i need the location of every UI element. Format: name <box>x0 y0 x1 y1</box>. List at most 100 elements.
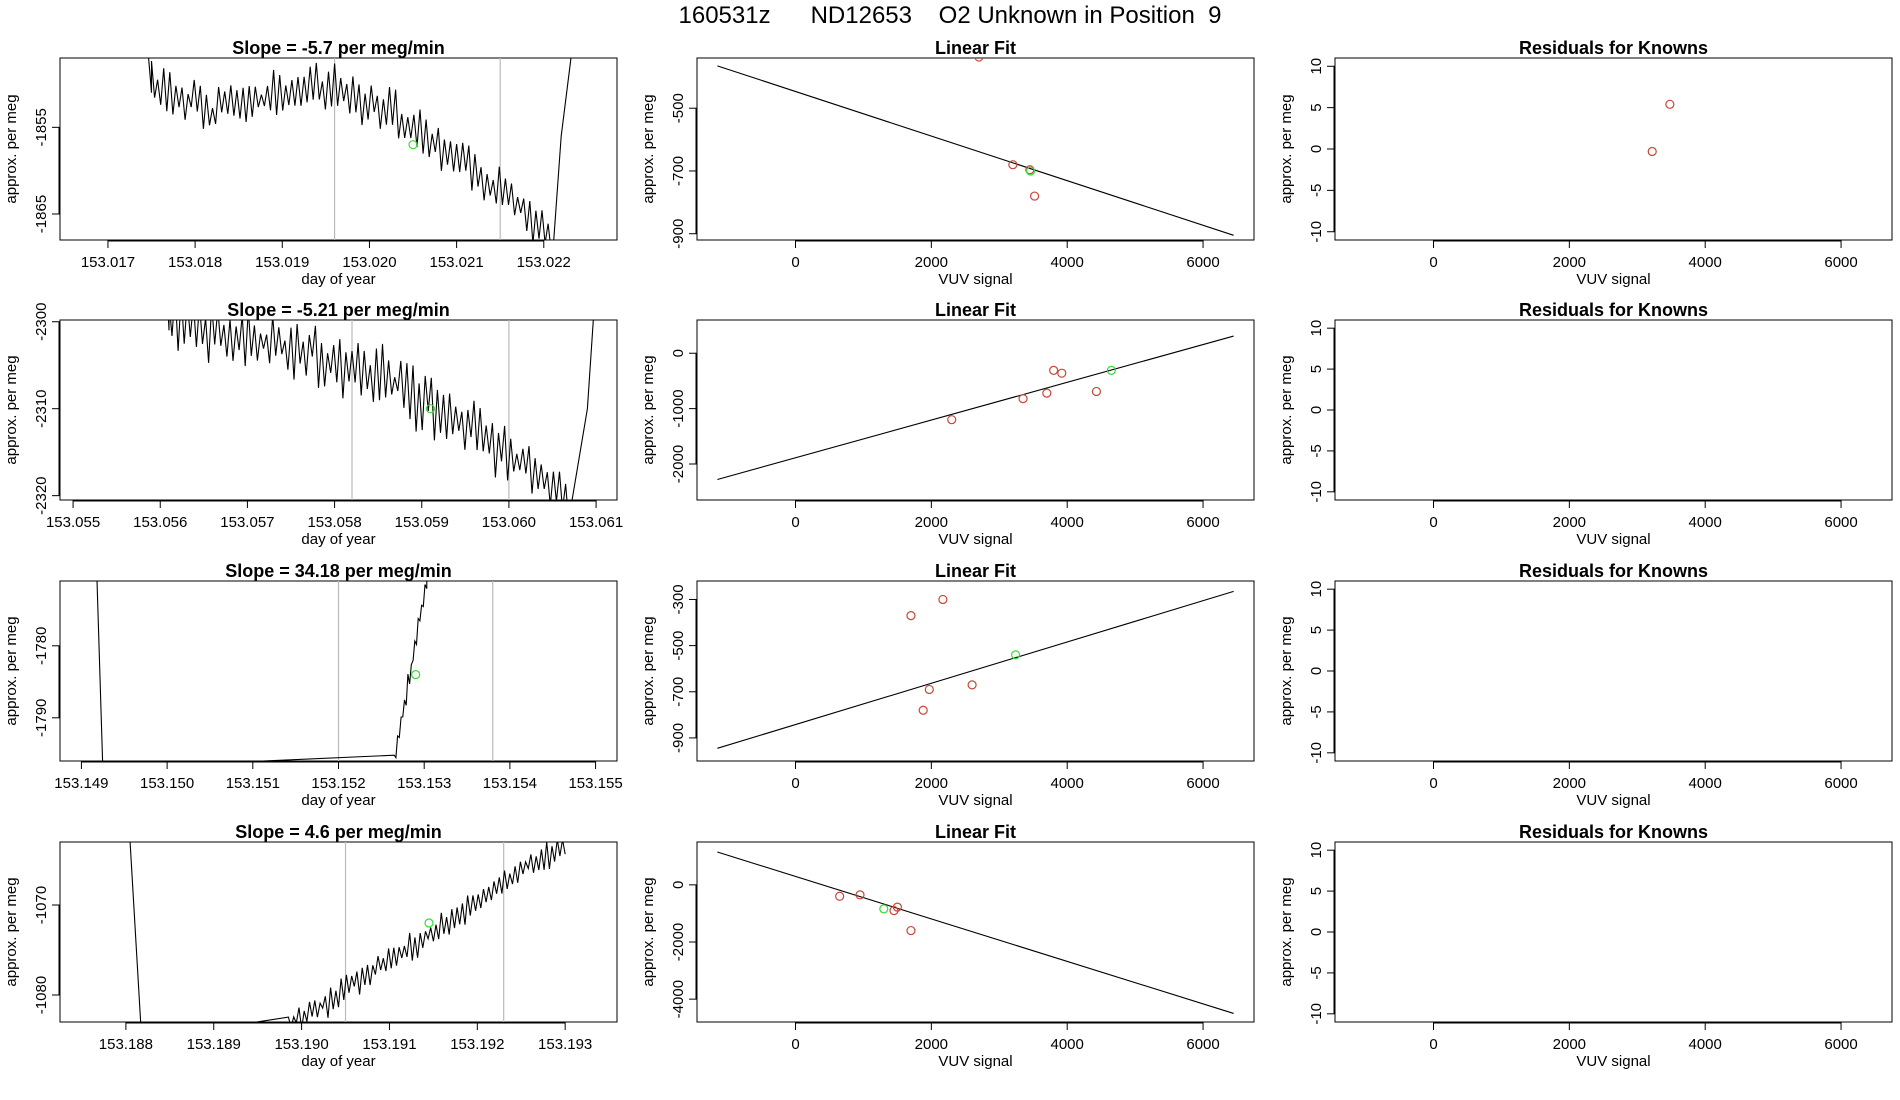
known-point <box>906 925 916 936</box>
x-tick-label: 2000 <box>1553 254 1586 271</box>
y-tick-label: 0 <box>670 349 687 357</box>
unknown-point <box>1010 650 1021 660</box>
chart-panel-r3-c2: Linear Fit 0 2000 4000 6000 VUV signal -300 -50… <box>640 561 1255 809</box>
y-tick-label: -700 <box>670 677 687 707</box>
x-tick-label: 153.150 <box>140 775 194 792</box>
fit-line <box>717 65 1234 236</box>
x-tick-label: 2000 <box>1553 775 1586 792</box>
y-tick-label: -2000 <box>670 923 687 961</box>
x-tick-label: 0 <box>791 254 799 271</box>
y-tick-label: 0 <box>1308 145 1325 153</box>
known-point <box>892 902 902 912</box>
plot-frame <box>1334 841 1893 1023</box>
y-tick-label: -1780 <box>33 627 50 665</box>
known-point <box>1008 160 1018 170</box>
known-point <box>906 611 916 621</box>
x-tick-label: 153.188 <box>99 1036 153 1053</box>
x-tick-label: 153.192 <box>450 1036 504 1053</box>
x-tick-label: 153.191 <box>362 1036 416 1053</box>
y-tick-label: -10 <box>1308 221 1325 243</box>
y-tick-label: -500 <box>670 631 687 661</box>
y-tick-label: -1790 <box>33 699 50 737</box>
x-tick-label: 6000 <box>1824 1036 1857 1053</box>
y-tick-label: -2000 <box>670 445 687 483</box>
y-axis-label: approx. per meg <box>3 355 20 464</box>
unknown-marker <box>425 404 436 414</box>
known-point <box>924 684 934 695</box>
data-series-line <box>96 581 428 761</box>
x-axis-label: day of year <box>301 531 375 548</box>
x-tick-label: 153.021 <box>429 254 483 271</box>
plot-frame <box>696 580 1255 762</box>
chart-panel-r4-c1: Slope = 4.6 per meg/min 153.188 153.189 153… <box>3 822 618 1070</box>
x-tick-label: 6000 <box>1186 775 1219 792</box>
chart-panel-r2-c2: Linear Fit 0 2000 4000 6000 VUV signal 0 -1000 -… <box>640 300 1255 548</box>
x-tick-label: 0 <box>1429 254 1437 271</box>
y-axis-label: approx. per meg <box>1278 877 1295 986</box>
plot-frame <box>696 841 1255 1023</box>
y-axis-label: approx. per meg <box>640 616 657 725</box>
known-point <box>974 58 984 62</box>
chart-title: Slope = -5.21 per meg/min <box>227 300 450 320</box>
chart-title: Slope = 4.6 per meg/min <box>235 822 442 842</box>
y-tick-label: -5 <box>1308 444 1325 457</box>
y-tick-label: 0 <box>670 881 687 889</box>
y-tick-label: -1000 <box>670 389 687 427</box>
x-axis-label: VUV signal <box>938 792 1012 809</box>
x-tick-label: 6000 <box>1186 514 1219 531</box>
y-tick-label: -4000 <box>670 980 687 1018</box>
plot-frame <box>1334 319 1893 501</box>
x-tick-label: 2000 <box>1553 1036 1586 1053</box>
plot-area <box>167 320 594 500</box>
unknown-point <box>1025 166 1036 176</box>
y-axis-label: approx. per meg <box>1278 355 1295 464</box>
fit-line <box>717 590 1234 749</box>
x-tick-label: 2000 <box>915 1036 948 1053</box>
chart-panel-r2-c3: Residuals for Knowns 0 2000 4000 6000 VUV sig… <box>1278 300 1893 548</box>
plot-area <box>717 590 1234 749</box>
x-tick-label: 153.020 <box>342 254 396 271</box>
x-tick-label: 4000 <box>1689 1036 1722 1053</box>
chart-title: Linear Fit <box>935 561 1016 581</box>
chart-title: Residuals for Knowns <box>1519 38 1708 58</box>
plot-area <box>717 58 1234 236</box>
chart-title: Linear Fit <box>935 300 1016 320</box>
chart-title: Slope = 34.18 per meg/min <box>225 561 452 581</box>
y-tick-label: -1865 <box>33 195 50 233</box>
x-tick-label: 153.057 <box>220 514 274 531</box>
x-tick-label: 153.189 <box>187 1036 241 1053</box>
x-tick-label: 153.193 <box>538 1036 592 1053</box>
chart-panel-r4-c3: Residuals for Knowns 0 2000 4000 6000 VUV sig… <box>1278 822 1893 1070</box>
chart-title: Residuals for Knowns <box>1519 822 1708 842</box>
x-tick-label: 0 <box>791 1036 799 1053</box>
x-tick-label: 153.190 <box>274 1036 328 1053</box>
x-tick-label: 153.058 <box>307 514 361 531</box>
x-tick-label: 6000 <box>1186 1036 1219 1053</box>
y-axis-label: approx. per meg <box>640 94 657 203</box>
y-tick-label: -5 <box>1308 705 1325 718</box>
y-tick-label: 10 <box>1308 320 1325 337</box>
plot-area <box>717 335 1234 481</box>
plot-area <box>148 58 572 240</box>
known-point <box>1665 99 1675 109</box>
x-axis-label: VUV signal <box>1576 792 1650 809</box>
y-axis-label: approx. per meg <box>1278 94 1295 203</box>
y-tick-label: -5 <box>1308 184 1325 197</box>
y-tick-label: -2310 <box>33 390 50 428</box>
x-tick-label: 6000 <box>1824 514 1857 531</box>
x-tick-label: 0 <box>791 514 799 531</box>
y-tick-label: 10 <box>1308 58 1325 75</box>
known-point <box>855 890 865 900</box>
chart-title: Slope = -5.7 per meg/min <box>232 38 445 58</box>
y-tick-label: -700 <box>670 156 687 186</box>
x-tick-label: 153.056 <box>133 514 187 531</box>
unknown-marker <box>411 669 421 680</box>
x-axis-label: VUV signal <box>1576 1053 1650 1070</box>
y-tick-label: 10 <box>1308 581 1325 598</box>
plot-frame <box>59 57 618 241</box>
chart-panel-r1-c1: Slope = -5.7 per meg/min 153.017 153.018 15… <box>3 38 618 288</box>
x-tick-label: 0 <box>1429 514 1437 531</box>
x-tick-label: 0 <box>1429 775 1437 792</box>
x-axis-label: day of year <box>301 271 375 288</box>
